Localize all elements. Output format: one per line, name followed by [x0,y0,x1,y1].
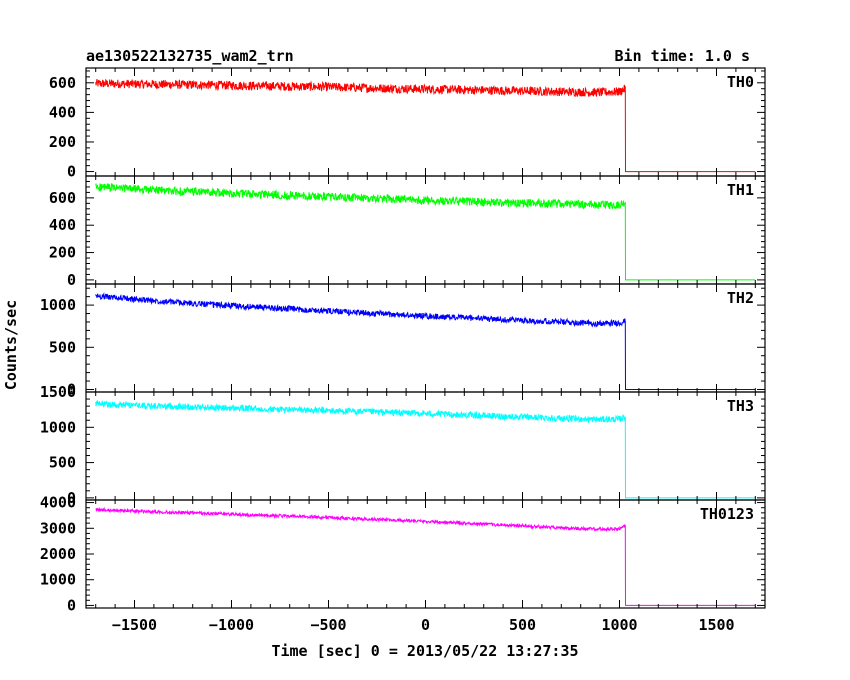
y-tick-label: 2000 [40,545,76,563]
series-name-th2: TH2 [727,289,754,307]
panel-frame [85,175,766,285]
y-tick-label: 500 [49,338,76,356]
y-tick-label: 600 [49,74,76,92]
panel-frame [85,499,766,609]
panel-th0123: 0 1000 2000 3000 4000 TH0123 −1500 −1000 −500 0 50… [40,494,766,634]
y-tick-label: 4000 [40,494,76,512]
y-tick-label: 600 [49,189,76,207]
series-name-th0: TH0 [727,73,754,91]
series-line-th2 [95,292,756,390]
series-line-th0123 [95,506,756,606]
x-tick-label: 500 [509,616,536,634]
series-name-th3: TH3 [727,397,754,415]
y-tick-label: 0 [67,271,76,289]
x-tick-label: −500 [310,616,346,634]
panel-th3: 0 500 1000 1500 TH3 [40,383,766,507]
panel-th2: 0 500 1000 TH2 [40,283,766,399]
x-tick-label: −1500 [112,616,157,634]
y-tick-label: 3000 [40,519,76,537]
x-tick-label: −1000 [209,616,254,634]
y-tick-label: 0 [67,596,76,614]
y-tick-label: 200 [49,133,76,151]
y-tick-label: 1500 [40,383,76,401]
x-axis-label: Time [sec] 0 = 2013/05/22 13:27:35 [271,642,578,660]
series-name-th0123: TH0123 [700,505,754,523]
y-tick-label: 1000 [40,296,76,314]
y-tick-label: 0 [67,163,76,181]
chart-title: ae130522132735_wam2_trn [86,47,294,65]
panel-frame [85,283,766,393]
panel-th1: 0 200 400 600 TH1 [49,175,766,289]
y-tick-label: 400 [49,216,76,234]
series-name-th1: TH1 [727,181,754,199]
y-axis-label: Counts/sec [2,300,20,390]
series-line-th3 [95,399,756,499]
y-tick-label: 0 [67,489,76,507]
bin-time-label: Bin time: 1.0 s [615,47,750,65]
series-line-th0 [95,78,756,173]
y-tick-label: 400 [49,103,76,121]
y-tick-label: 500 [49,454,76,472]
panel-th0: 0 200 400 600 TH0 [49,67,766,181]
x-tick-label: 1000 [601,616,637,634]
y-tick-label: 0 [67,381,76,399]
y-tick-label: 1000 [40,571,76,589]
x-tick-label: 0 [421,616,430,634]
y-tick-label: 1000 [40,418,76,436]
y-tick-label: 200 [49,244,76,262]
series-line-th1 [95,183,756,281]
x-tick-label: 1500 [698,616,734,634]
panels: 0 200 400 600 TH0 0 200 400 600 TH1 0 500 1000 TH2 0 50… [40,67,766,634]
